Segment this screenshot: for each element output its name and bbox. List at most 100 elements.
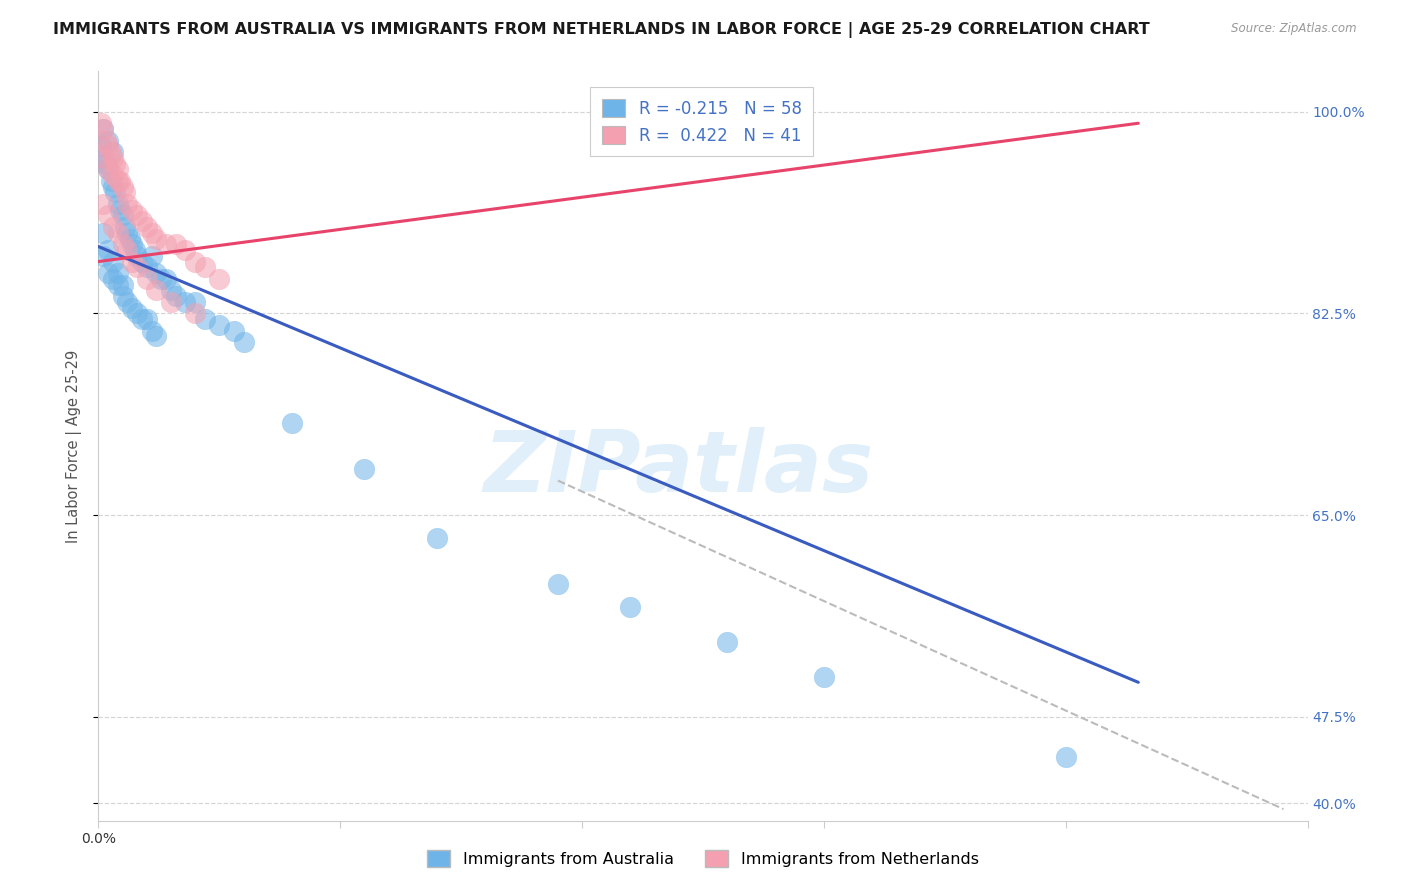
Point [94, 156, 117, 170]
Point [141, 226, 163, 240]
Point [111, 209, 134, 223]
Point [90, 139, 112, 153]
Y-axis label: In Labor Force | Age 25-29: In Labor Force | Age 25-29 [66, 350, 83, 542]
Point [101, 179, 124, 194]
Point [150, 272, 173, 286]
Point [91, 151, 114, 165]
Text: IMMIGRANTS FROM AUSTRALIA VS IMMIGRANTS FROM NETHERLANDS IN LABOR FORCE | AGE 25: IMMIGRANTS FROM AUSTRALIA VS IMMIGRANTS … [53, 22, 1150, 38]
Point [184, 306, 207, 320]
Point [127, 249, 149, 263]
Point [97, 209, 120, 223]
Point [127, 260, 149, 275]
Point [117, 243, 139, 257]
Point [118, 231, 141, 245]
Point [813, 669, 835, 683]
Point [91, 151, 114, 165]
Point [208, 318, 231, 332]
Text: Source: ZipAtlas.com: Source: ZipAtlas.com [1232, 22, 1357, 36]
Point [111, 237, 134, 252]
Point [281, 416, 304, 430]
Point [194, 312, 217, 326]
Point [165, 289, 187, 303]
Point [131, 254, 153, 268]
Point [114, 186, 136, 200]
Point [97, 162, 120, 177]
Point [94, 134, 117, 148]
Point [174, 294, 197, 309]
Point [107, 162, 129, 177]
Point [135, 272, 157, 286]
Point [104, 186, 127, 200]
Point [117, 294, 139, 309]
Point [141, 324, 163, 338]
Point [668, 134, 690, 148]
Point [135, 219, 157, 234]
Point [145, 329, 167, 343]
Point [547, 577, 569, 591]
Point [194, 260, 217, 275]
Point [135, 260, 157, 275]
Point [155, 237, 177, 252]
Point [97, 134, 120, 148]
Point [160, 294, 183, 309]
Legend: Immigrants from Australia, Immigrants from Netherlands: Immigrants from Australia, Immigrants fr… [420, 844, 986, 873]
Point [101, 151, 124, 165]
Point [107, 226, 129, 240]
Point [91, 122, 114, 136]
Point [108, 202, 131, 217]
Point [101, 168, 124, 182]
Point [160, 284, 183, 298]
Point [104, 156, 127, 170]
Point [107, 266, 129, 280]
Point [91, 226, 114, 240]
Point [114, 219, 136, 234]
Point [97, 139, 120, 153]
Point [222, 324, 245, 338]
Point [97, 243, 120, 257]
Point [100, 145, 122, 159]
Point [107, 277, 129, 292]
Point [184, 294, 207, 309]
Point [108, 174, 131, 188]
Point [107, 197, 129, 211]
Point [101, 254, 124, 268]
Point [145, 284, 167, 298]
Point [101, 219, 124, 234]
Point [121, 237, 143, 252]
Point [111, 277, 134, 292]
Point [184, 254, 207, 268]
Point [97, 162, 120, 177]
Point [91, 197, 114, 211]
Point [131, 214, 153, 228]
Point [1054, 750, 1077, 764]
Point [127, 306, 149, 320]
Point [131, 312, 153, 326]
Point [121, 202, 143, 217]
Point [107, 174, 129, 188]
Point [97, 266, 120, 280]
Point [716, 635, 738, 649]
Point [127, 209, 149, 223]
Point [90, 116, 112, 130]
Point [101, 272, 124, 286]
Point [353, 462, 375, 476]
Point [101, 145, 124, 159]
Point [208, 272, 231, 286]
Point [117, 226, 139, 240]
Point [111, 289, 134, 303]
Point [135, 312, 157, 326]
Point [117, 197, 139, 211]
Point [174, 243, 197, 257]
Point [165, 237, 187, 252]
Point [141, 249, 163, 263]
Point [111, 179, 134, 194]
Text: ZIPatlas: ZIPatlas [484, 427, 875, 510]
Legend: R = -0.215   N = 58, R =  0.422   N = 41: R = -0.215 N = 58, R = 0.422 N = 41 [591, 87, 814, 156]
Point [100, 174, 122, 188]
Point [426, 531, 449, 545]
Point [124, 243, 146, 257]
Point [91, 249, 114, 263]
Point [145, 231, 167, 245]
Point [232, 335, 254, 350]
Point [619, 600, 641, 615]
